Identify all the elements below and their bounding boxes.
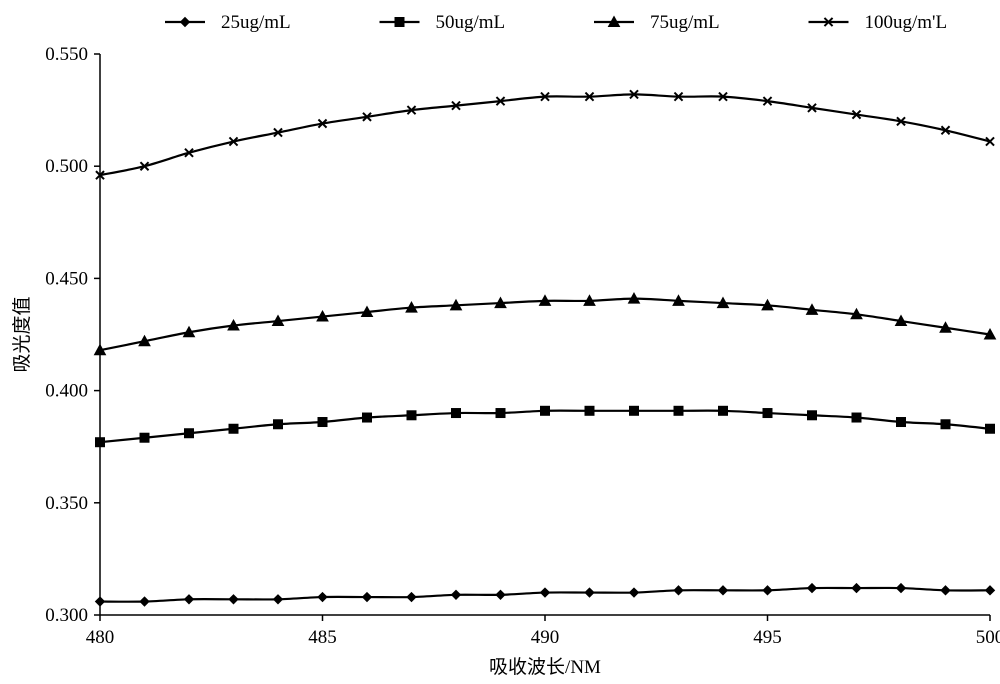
svg-text:25ug/mL: 25ug/mL xyxy=(221,12,291,33)
svg-text:75ug/mL: 75ug/mL xyxy=(650,12,720,33)
svg-text:500: 500 xyxy=(976,627,1000,648)
chart-svg: 0.300 0.350 0.400 0.450 0.500 0.550 480 485 490 4… xyxy=(0,0,1000,684)
svg-text:50ug/mL: 50ug/mL xyxy=(436,12,506,33)
svg-text:0.300: 0.300 xyxy=(45,605,88,626)
svg-text:0.400: 0.400 xyxy=(45,381,88,402)
svg-text:0.550: 0.550 xyxy=(45,44,88,65)
svg-text:100ug/m'L: 100ug/m'L xyxy=(865,12,948,33)
svg-text:480: 480 xyxy=(86,627,115,648)
svg-text:0.450: 0.450 xyxy=(45,268,88,289)
svg-text:吸收波长/NM: 吸收波长/NM xyxy=(489,656,601,678)
svg-text:495: 495 xyxy=(753,627,782,648)
svg-text:吸光度值: 吸光度值 xyxy=(11,296,33,372)
absorbance-chart: 0.300 0.350 0.400 0.450 0.500 0.550 480 485 490 4… xyxy=(0,0,1000,684)
svg-text:0.350: 0.350 xyxy=(45,493,88,514)
svg-text:0.500: 0.500 xyxy=(45,156,88,177)
svg-text:485: 485 xyxy=(308,627,337,648)
svg-text:490: 490 xyxy=(531,627,560,648)
